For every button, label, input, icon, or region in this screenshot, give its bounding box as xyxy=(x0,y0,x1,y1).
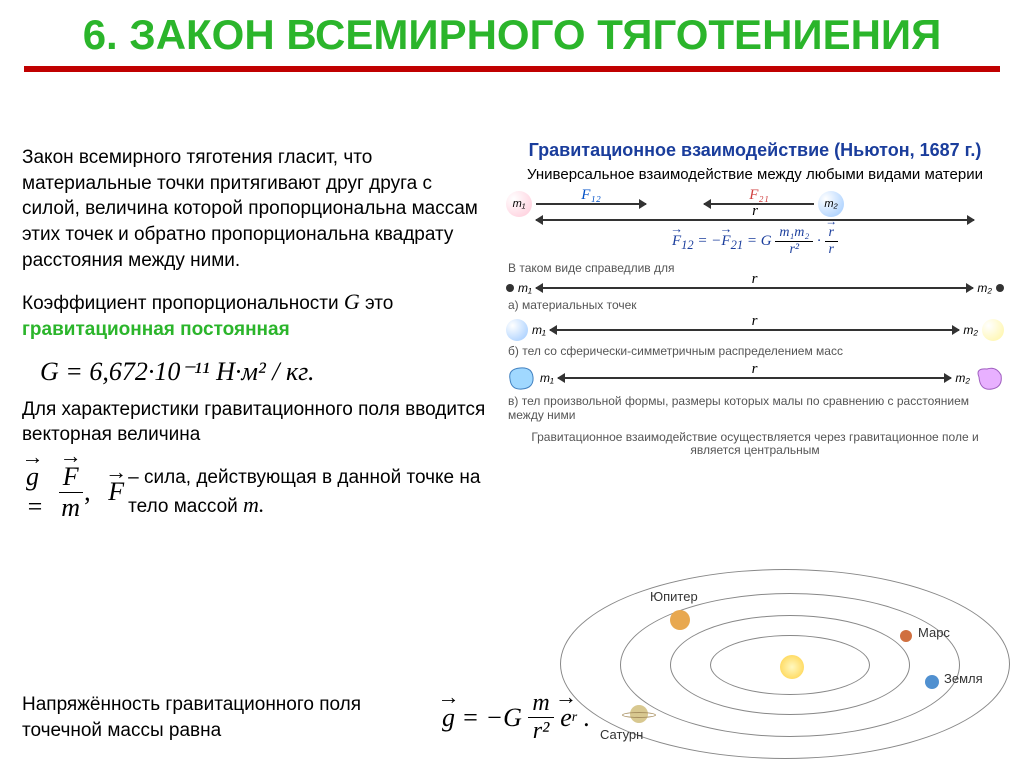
r-distance-row: r xyxy=(506,219,1004,221)
field-strength-text: Напряжённость гравитационного поля точеч… xyxy=(22,692,422,743)
grav-footer-text: Гравитационное взаимодействие осуществля… xyxy=(508,431,1002,459)
coefficient-paragraph: Коэффициент пропорциональности G это гра… xyxy=(22,287,492,342)
case-c-diagram: m₁ r m₂ xyxy=(506,365,1004,391)
blob1-icon xyxy=(506,365,536,391)
mass2-ball: m₂ xyxy=(818,191,844,217)
solar-system-diagram: Юпитер Марс Земля Сатурн xyxy=(530,575,1010,760)
coeff-G-symbol: G xyxy=(344,289,360,314)
mars-icon xyxy=(900,630,912,642)
title-underline xyxy=(24,66,1000,72)
case-a-r: r xyxy=(752,271,758,288)
case-c-m2: m₂ xyxy=(955,371,970,385)
F-over-m-fraction: F m xyxy=(57,462,84,523)
earth-label: Земля xyxy=(944,671,983,686)
mass1-ball: m₁ xyxy=(506,191,532,217)
r-arrow: r xyxy=(536,219,974,221)
case-b-text: б) тел со сферически-симметричным распре… xyxy=(508,345,1002,359)
r-label: r xyxy=(752,203,758,220)
case-b-m1: m₁ xyxy=(532,323,546,337)
slide-title: 6. ЗАКОН ВСЕМИРНОГО ТЯГОТЕНИЕНИЯ xyxy=(0,0,1024,58)
saturn-ring-icon xyxy=(622,712,656,718)
case-b-diagram: m₁ r m₂ xyxy=(506,319,1004,341)
sphere2 xyxy=(982,319,1004,341)
earth-icon xyxy=(925,675,939,689)
grav-interaction-subtitle: Универсальное взаимодействие между любым… xyxy=(500,166,1010,183)
F21-arrow: F₂₁ xyxy=(704,203,814,205)
g-vector-symbol: g xyxy=(26,462,39,492)
case-b-m2: m₂ xyxy=(963,323,978,337)
g-equals-F-over-m-row: g = F m , F – сила, действующая в данной… xyxy=(26,462,492,523)
sphere1 xyxy=(506,319,528,341)
right-column: Гравитационное взаимодействие (Ньютон, 1… xyxy=(500,140,1010,464)
case-a-m1: m₁ xyxy=(518,281,532,295)
force-description: – сила, действующая в данной точке на те… xyxy=(128,465,492,520)
case-c-m1: m₁ xyxy=(540,371,554,385)
case-c-text: в) тел произвольной формы, размеры котор… xyxy=(508,395,1002,423)
case-a-m2: m₂ xyxy=(977,281,992,295)
law-definition: Закон всемирного тяготения гласит, что м… xyxy=(22,145,492,273)
mars-label: Марс xyxy=(918,625,950,640)
vector-intro-paragraph: Для характеристики гравитационного поля … xyxy=(22,397,492,448)
saturn-label: Сатурн xyxy=(600,727,643,742)
jupiter-icon xyxy=(670,610,690,630)
F12-label: F₁₂ xyxy=(581,187,601,204)
case-c-r-arrow: r xyxy=(558,377,952,379)
formula-G-constant: G = 6,672·10⁻¹¹ Н·м² / кг. xyxy=(40,357,474,387)
point-mass2 xyxy=(996,284,1004,292)
case-b-r: r xyxy=(752,313,758,330)
coeff-text-b: это xyxy=(360,293,394,314)
grav-constant-term: гравитационная постоянная xyxy=(22,319,290,340)
F21-label: F₂₁ xyxy=(749,187,769,204)
grav-interaction-title: Гравитационное взаимодействие (Ньютон, 1… xyxy=(500,140,1010,162)
case-c-r: r xyxy=(752,361,758,378)
mass-m-symbol: m. xyxy=(243,492,264,517)
blob2-icon xyxy=(974,365,1004,391)
case-b-r-arrow: r xyxy=(550,329,960,331)
sun-icon xyxy=(780,655,804,679)
jupiter-label: Юпитер xyxy=(650,589,698,604)
case-a-r-arrow: r xyxy=(536,287,974,289)
left-column: Закон всемирного тяготения гласит, что м… xyxy=(22,145,492,533)
case-a-diagram: m₁ r m₂ xyxy=(506,281,1004,295)
point-mass1 xyxy=(506,284,514,292)
coeff-text-a: Коэффициент пропорциональности xyxy=(22,293,344,314)
force-equation: F12 = −F21 = G m₁m₂r² · rr xyxy=(500,225,1010,258)
case-a-text: а) материальных точек xyxy=(508,299,1002,313)
F12-arrow: F₁₂ xyxy=(536,203,646,205)
F-vector-symbol: F xyxy=(108,477,124,507)
force-desc-text: – сила, действующая в данной точке на те… xyxy=(128,467,480,518)
